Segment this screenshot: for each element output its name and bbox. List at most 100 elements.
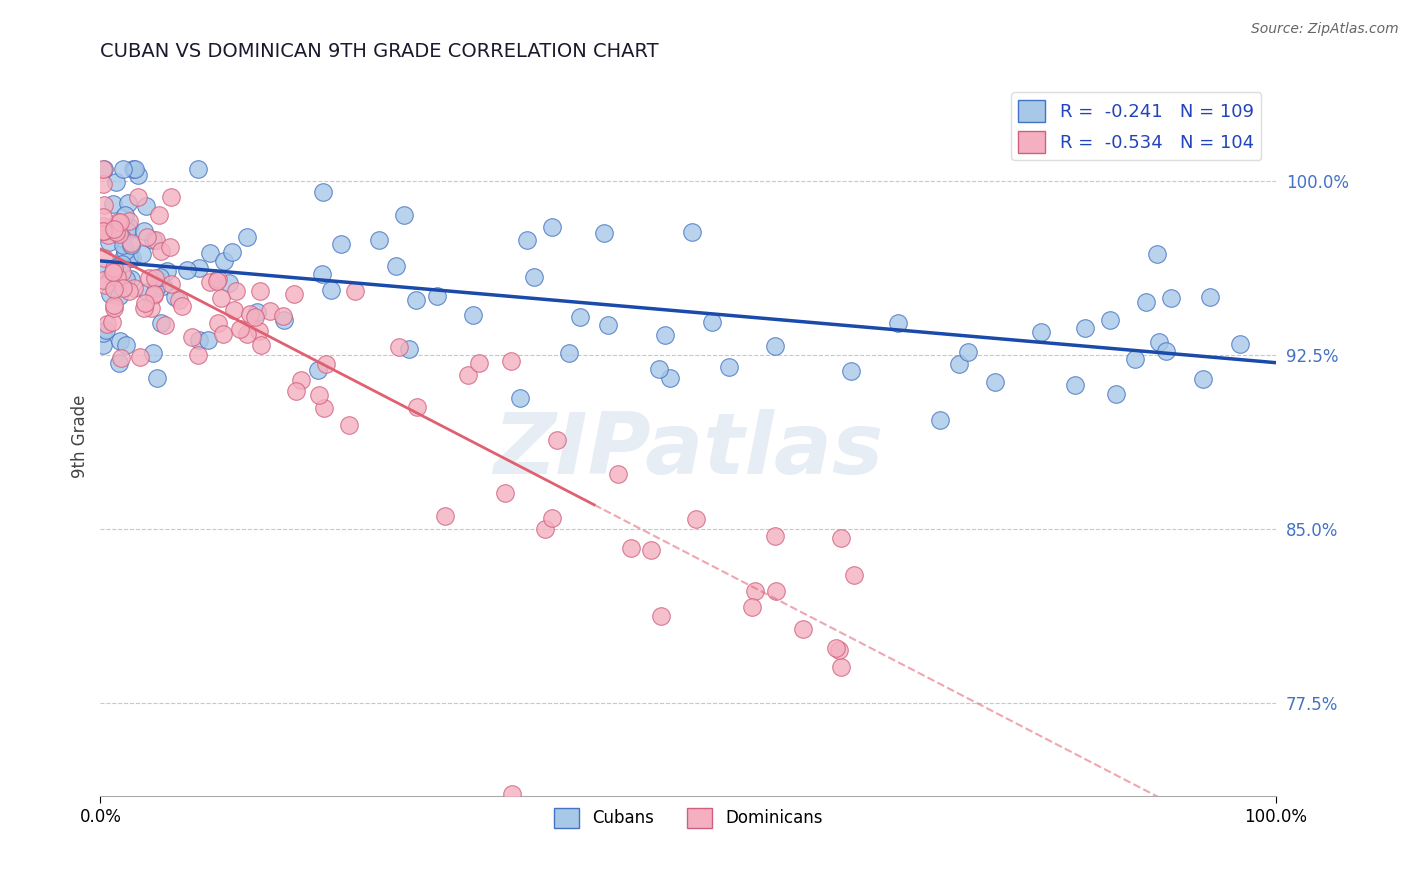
Point (93, 198, 115, 212)
Point (91, 224, 114, 238)
Point (142, 346, 165, 360)
Point (236, 326, 259, 341)
Point (1135, 295, 1157, 310)
Point (159, 277, 181, 291)
Point (311, 186, 333, 200)
Point (259, 304, 281, 318)
Text: ZIPatlas: ZIPatlas (494, 409, 883, 492)
Point (112, 249, 135, 263)
Point (405, 293, 427, 308)
Point (207, 316, 229, 330)
Point (224, 303, 246, 318)
Point (1198, 290, 1220, 304)
Point (516, 234, 538, 248)
Point (146, 371, 169, 385)
Point (156, 264, 179, 278)
Point (1098, 313, 1121, 327)
Point (110, 215, 132, 229)
Point (948, 357, 970, 371)
Point (91, 326, 114, 341)
Point (97, 235, 120, 249)
Point (91, 261, 114, 276)
Point (118, 285, 141, 299)
Point (685, 512, 707, 526)
Point (239, 307, 262, 321)
Point (180, 329, 202, 343)
Point (468, 356, 491, 370)
Point (96, 318, 118, 332)
Point (114, 338, 136, 352)
Point (188, 333, 211, 347)
Point (111, 257, 134, 271)
Point (315, 357, 337, 371)
Point (1029, 326, 1052, 340)
Point (654, 328, 676, 343)
Point (197, 333, 219, 347)
Point (149, 316, 172, 330)
Point (209, 291, 232, 305)
Point (127, 168, 149, 182)
Point (200, 276, 222, 290)
Point (344, 284, 367, 298)
Point (308, 388, 330, 402)
Point (122, 162, 145, 177)
Point (105, 269, 128, 284)
Point (145, 233, 167, 247)
Point (136, 285, 159, 299)
Point (311, 267, 333, 281)
Point (142, 287, 165, 301)
Point (172, 299, 194, 313)
Point (108, 334, 131, 349)
Point (187, 348, 209, 362)
Point (827, 643, 849, 657)
Point (107, 215, 129, 229)
Point (103, 301, 125, 315)
Point (205, 274, 228, 288)
Point (956, 345, 979, 359)
Point (122, 280, 145, 294)
Point (120, 238, 142, 252)
Point (273, 313, 295, 327)
Point (249, 285, 271, 299)
Point (229, 321, 252, 335)
Point (134, 224, 156, 238)
Point (247, 324, 270, 338)
Point (434, 508, 457, 523)
Point (101, 221, 124, 235)
Point (153, 318, 176, 332)
Text: Source: ZipAtlas.com: Source: ZipAtlas.com (1251, 22, 1399, 37)
Point (200, 246, 222, 260)
Point (494, 486, 516, 500)
Point (91, 178, 114, 192)
Point (143, 271, 166, 285)
Point (187, 162, 209, 177)
Point (93, 224, 115, 238)
Point (221, 245, 243, 260)
Point (650, 608, 672, 623)
Point (120, 236, 142, 251)
Point (101, 315, 124, 329)
Point (108, 288, 131, 302)
Point (763, 339, 786, 353)
Point (211, 326, 233, 341)
Point (640, 542, 662, 557)
Point (207, 272, 229, 286)
Point (104, 225, 127, 239)
Point (509, 391, 531, 405)
Point (136, 229, 159, 244)
Point (606, 467, 628, 481)
Point (1074, 320, 1097, 334)
Point (165, 290, 187, 304)
Point (108, 355, 131, 369)
Point (319, 283, 342, 297)
Point (104, 175, 127, 189)
Point (523, 269, 546, 284)
Point (98, 220, 121, 235)
Point (928, 413, 950, 427)
Point (1123, 352, 1146, 367)
Point (121, 252, 143, 266)
Point (91, 273, 114, 287)
Point (741, 599, 763, 614)
Point (97, 227, 120, 242)
Point (1147, 334, 1170, 349)
